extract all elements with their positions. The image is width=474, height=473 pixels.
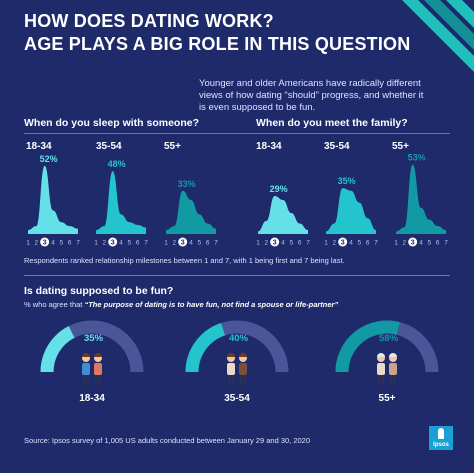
- chart-title-family: When do you meet the family?: [256, 117, 408, 129]
- ipsos-logo: Ipsos: [429, 426, 453, 450]
- rank-tick-label: 4: [51, 240, 55, 247]
- rank-tick-label: 1: [256, 240, 260, 247]
- donut-value-arc-55+: [335, 320, 400, 373]
- title-line-1: HOW DOES DATING WORK?: [24, 11, 274, 31]
- rank-tick-label: 4: [189, 240, 193, 247]
- section-divider-bottom: [24, 275, 450, 276]
- rank-tick-label: 3: [341, 240, 345, 247]
- rank-tick-label: 3: [181, 240, 185, 247]
- fun-subtitle-prefix: % who agree that: [24, 300, 85, 309]
- peak-value-label: 48%: [108, 159, 126, 169]
- rank-tick-label: 7: [144, 240, 148, 247]
- age-label: 55+: [164, 141, 181, 152]
- peak-value-label: 35%: [338, 176, 356, 186]
- highlight-rank-marker: [108, 237, 118, 247]
- age-label: 35-54: [96, 141, 122, 152]
- fun-subtitle-quote: “The purpose of dating is to have fun, n…: [84, 300, 339, 309]
- ranking-note: Respondents ranked relationship mileston…: [24, 256, 345, 265]
- donut-value-label: 35%: [84, 333, 104, 344]
- rank-tick-label: 6: [206, 240, 210, 247]
- rank-tick-label: 2: [265, 240, 269, 247]
- donut-age-label: 55+: [378, 393, 396, 404]
- rank-tick-label: 7: [76, 240, 80, 247]
- highlight-rank-marker: [40, 237, 50, 247]
- rank-tick-label: 6: [436, 240, 440, 247]
- rank-tick-label: 7: [214, 240, 218, 247]
- rank-tick-label: 2: [103, 240, 107, 247]
- couple-senior-icon: [377, 353, 397, 385]
- highlight-rank-marker: [178, 237, 188, 247]
- donut-value-label: 58%: [379, 333, 399, 344]
- rank-tick-label: 2: [173, 240, 177, 247]
- rank-tick-label: 5: [60, 240, 64, 247]
- donut-value-arc-18-34: [40, 326, 75, 373]
- area-series-55+: [166, 190, 216, 234]
- rank-tick-label: 6: [366, 240, 370, 247]
- intro-text: Younger and older Americans have radical…: [199, 78, 424, 113]
- rank-tick-label: 2: [35, 240, 39, 247]
- area-series-35-54: [326, 188, 376, 234]
- rank-tick-label: 5: [358, 240, 362, 247]
- section-divider-top: [24, 133, 450, 134]
- rank-tick-label: 3: [111, 240, 115, 247]
- peak-value-label: 52%: [40, 154, 58, 164]
- couple-middle-icon: [227, 353, 247, 385]
- donut-age-label: 18-34: [79, 393, 105, 404]
- logo-text: Ipsos: [433, 442, 449, 448]
- highlight-rank-marker: [338, 237, 348, 247]
- rank-tick-label: 7: [374, 240, 378, 247]
- rank-tick-label: 5: [428, 240, 432, 247]
- age-label: 35-54: [324, 141, 350, 152]
- rank-tick-label: 1: [26, 240, 30, 247]
- rank-tick-label: 3: [43, 240, 47, 247]
- fun-section-title: Is dating supposed to be fun?: [24, 285, 174, 297]
- rank-tick-label: 5: [198, 240, 202, 247]
- fun-section-subtitle: % who agree that “The purpose of dating …: [24, 300, 338, 309]
- rank-tick-label: 3: [273, 240, 277, 247]
- age-label: 18-34: [26, 141, 52, 152]
- peak-value-label: 33%: [178, 179, 196, 189]
- rank-tick-label: 6: [68, 240, 72, 247]
- rank-tick-label: 7: [306, 240, 310, 247]
- page-title: HOW DOES DATING WORK? AGE PLAYS A BIG RO…: [24, 10, 410, 56]
- rank-tick-label: 4: [281, 240, 285, 247]
- rank-tick-label: 4: [119, 240, 123, 247]
- area-series-18-34: [28, 165, 78, 234]
- donut-age-label: 35-54: [224, 393, 250, 404]
- source-note: Source: Ipsos survey of 1,005 US adults …: [24, 436, 311, 445]
- highlight-rank-marker: [408, 237, 418, 247]
- rank-tick-label: 1: [324, 240, 328, 247]
- donut-value-label: 40%: [229, 333, 249, 344]
- area-series-18-34: [258, 196, 308, 234]
- age-label: 55+: [392, 141, 409, 152]
- rank-tick-label: 6: [298, 240, 302, 247]
- chart-title-sleep: When do you sleep with someone?: [24, 117, 200, 129]
- rank-tick-label: 3: [411, 240, 415, 247]
- rank-tick-label: 1: [164, 240, 168, 247]
- rank-tick-label: 5: [290, 240, 294, 247]
- peak-value-label: 53%: [408, 153, 426, 163]
- fun-donut-charts: 35% 40% 58%: [40, 320, 439, 385]
- rank-tick-label: 1: [394, 240, 398, 247]
- rank-tick-label: 2: [333, 240, 337, 247]
- rank-tick-label: 4: [349, 240, 353, 247]
- donut-value-arc-35-54: [185, 323, 226, 373]
- couple-young-icon: [82, 353, 102, 385]
- rank-tick-label: 6: [136, 240, 140, 247]
- rank-tick-label: 5: [128, 240, 132, 247]
- rank-tick-label: 2: [403, 240, 407, 247]
- peak-value-label: 29%: [270, 184, 288, 194]
- logo-mark-icon: [438, 428, 444, 439]
- rank-tick-label: 7: [444, 240, 448, 247]
- highlight-rank-marker: [270, 237, 280, 247]
- title-line-2: AGE PLAYS A BIG ROLE IN THIS QUESTION: [24, 34, 411, 54]
- rank-tick-label: 4: [419, 240, 423, 247]
- rank-tick-label: 1: [94, 240, 98, 247]
- age-label: 18-34: [256, 141, 282, 152]
- area-series-35-54: [96, 171, 146, 234]
- milestone-area-charts: 52%1 2 3 4 5 6 748%1 2 3 4 5 6 733%1 2 3 4 5 6 729%1 2 3 4 5 6 7…: [26, 153, 448, 247]
- area-series-55+: [396, 164, 446, 234]
